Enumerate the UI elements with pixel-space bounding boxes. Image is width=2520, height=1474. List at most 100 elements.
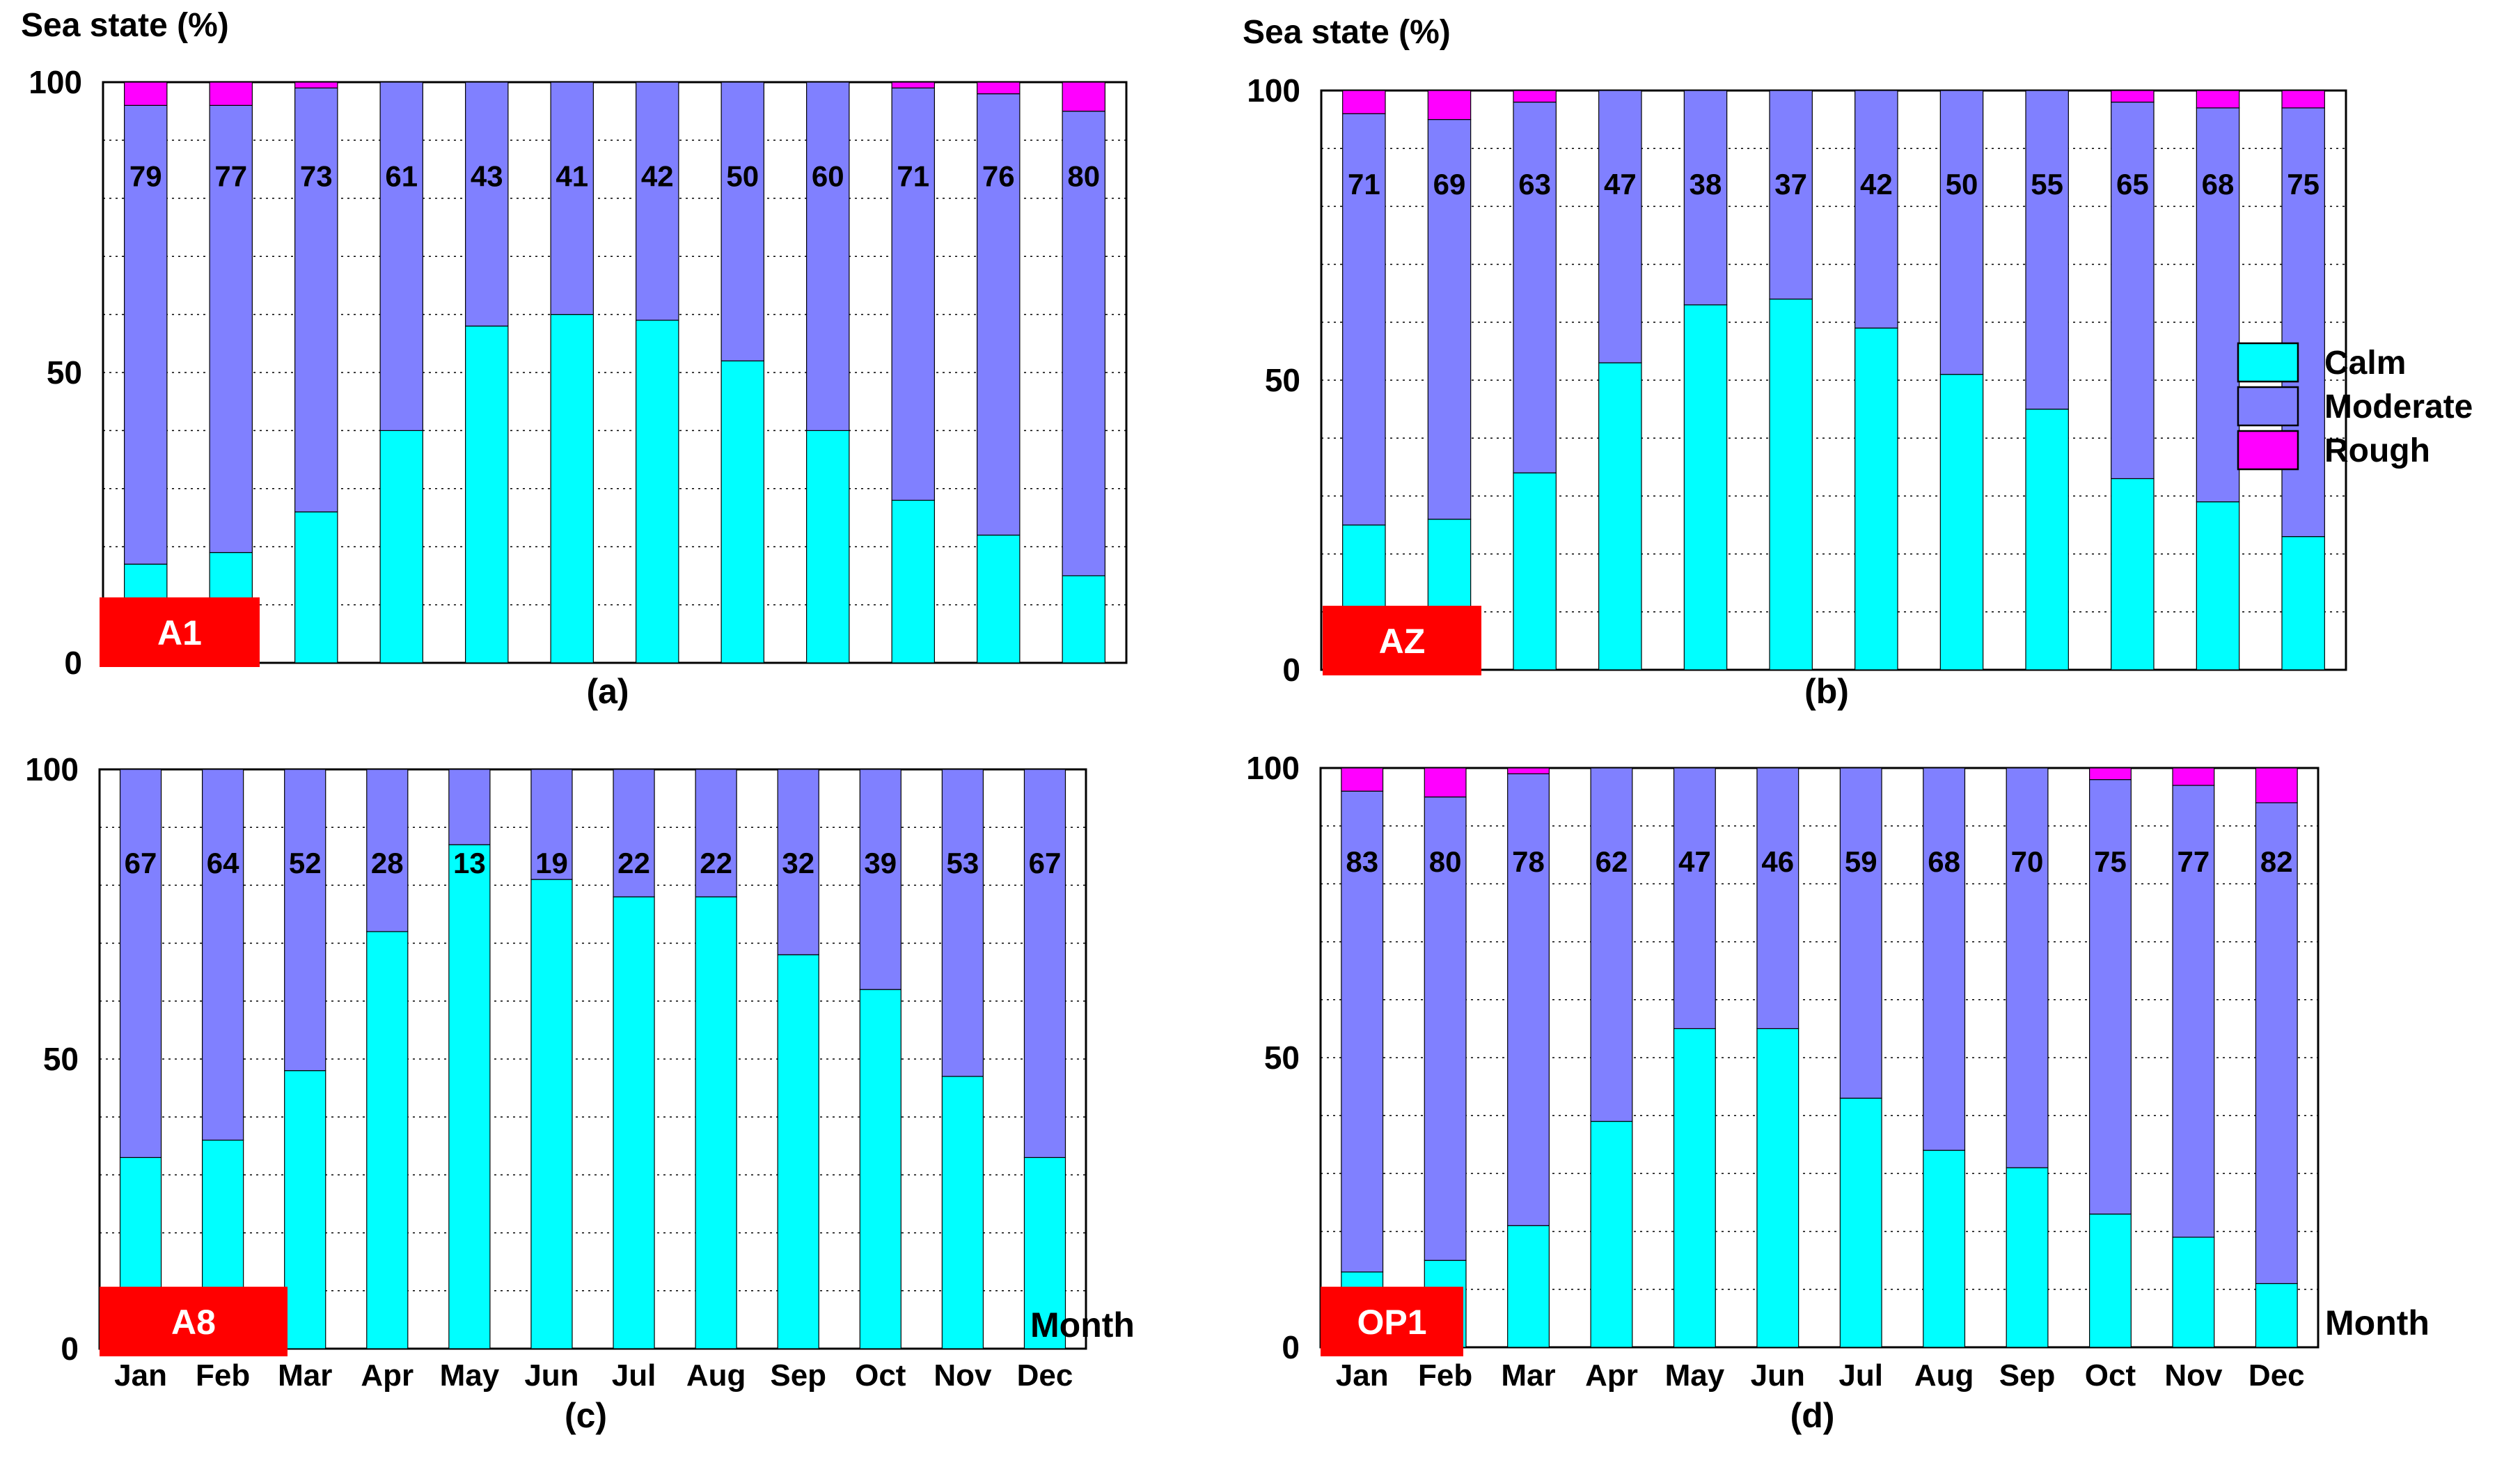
x-tick-label: Feb bbox=[1418, 1358, 1472, 1393]
moderate-value-label: 65 bbox=[2116, 168, 2149, 201]
moderate-value-label: 41 bbox=[556, 159, 588, 192]
moderate-value-label: 53 bbox=[947, 847, 979, 879]
bar-calm-oct bbox=[2111, 478, 2155, 671]
bar-calm-jul bbox=[1839, 1097, 1882, 1348]
moderate-value-label: 80 bbox=[1067, 159, 1100, 192]
bar-calm-aug bbox=[720, 360, 764, 664]
y-tick-label: 100 bbox=[29, 64, 82, 100]
bar-moderate-aug bbox=[720, 81, 764, 361]
bar-moderate-apr bbox=[1598, 90, 1642, 363]
chart-panel-a1: 0 50 100 Sea state (%) 79 77 73 61 43 41 42 50 60 71 7… bbox=[21, 7, 1128, 711]
bar-calm-apr bbox=[366, 931, 409, 1349]
y-tick-label: 50 bbox=[1265, 362, 1300, 398]
bar-rough-dec bbox=[2281, 90, 2325, 109]
bar-calm-aug bbox=[695, 896, 737, 1349]
station-label-box bbox=[100, 1287, 288, 1356]
bar-moderate-jul bbox=[613, 769, 655, 897]
moderate-value-label: 60 bbox=[812, 159, 844, 192]
moderate-value-label: 42 bbox=[1860, 168, 1893, 201]
bar-moderate-dec bbox=[1023, 769, 1066, 1159]
x-tick-label: Feb bbox=[196, 1358, 250, 1393]
bar-calm-may bbox=[1673, 1028, 1716, 1348]
bar-calm-jun bbox=[1769, 298, 1813, 671]
legend-swatch-rough bbox=[2237, 430, 2299, 471]
x-axis-title: Month bbox=[1030, 1306, 1135, 1344]
x-tick-label: Dec bbox=[2249, 1358, 2305, 1393]
x-tick-label: Oct bbox=[2085, 1358, 2136, 1393]
y-tick-label: 50 bbox=[1264, 1040, 1300, 1076]
moderate-value-label: 13 bbox=[453, 847, 486, 879]
moderate-value-label: 69 bbox=[1433, 168, 1466, 201]
bar-rough-jan bbox=[1341, 767, 1384, 792]
bar-calm-dec bbox=[1062, 575, 1105, 664]
bar-rough-jan bbox=[1342, 90, 1386, 114]
moderate-value-label: 32 bbox=[782, 847, 814, 879]
panel-caption: (a) bbox=[586, 672, 629, 711]
x-tick-label: May bbox=[1665, 1358, 1725, 1393]
legend: Calm Moderate Rough bbox=[2237, 342, 2473, 471]
moderate-value-label: 50 bbox=[1946, 168, 1978, 201]
moderate-value-label: 37 bbox=[1774, 168, 1807, 201]
bar-moderate-feb bbox=[202, 769, 244, 1141]
moderate-value-label: 83 bbox=[1346, 845, 1378, 878]
moderate-value-label: 77 bbox=[2178, 845, 2210, 878]
x-tick-label: Jun bbox=[1751, 1358, 1805, 1393]
bar-moderate-jan bbox=[1341, 790, 1384, 1273]
bar-moderate-aug bbox=[1923, 767, 1966, 1151]
bar-moderate-jul bbox=[636, 81, 679, 321]
x-tick-label: Apr bbox=[1585, 1358, 1638, 1393]
bar-rough-oct bbox=[891, 81, 935, 88]
bar-calm-nov bbox=[941, 1076, 984, 1349]
x-tick-label: Jul bbox=[612, 1358, 656, 1393]
bar-calm-aug bbox=[1939, 374, 1984, 671]
x-tick-label: Aug bbox=[686, 1358, 746, 1393]
bar-calm-apr bbox=[379, 430, 423, 664]
bar-rough-feb bbox=[209, 81, 253, 106]
moderate-value-label: 62 bbox=[1596, 845, 1628, 878]
bar-calm-apr bbox=[1590, 1120, 1633, 1348]
y-axis-title: Sea state (%) bbox=[1243, 14, 1451, 51]
chart-panels: 0 50 100 Sea state (%) 79 77 73 61 43 41 42 50 60 71 7… bbox=[21, 7, 2473, 1435]
x-tick-label: May bbox=[440, 1358, 500, 1393]
station-label-box bbox=[1323, 606, 1481, 675]
bar-calm-sep bbox=[2006, 1167, 2049, 1348]
x-tick-label: Mar bbox=[278, 1358, 332, 1393]
bar-calm-sep bbox=[777, 954, 819, 1349]
bar-moderate-aug bbox=[695, 769, 737, 897]
moderate-value-label: 39 bbox=[864, 847, 897, 879]
bar-calm-may bbox=[448, 844, 491, 1349]
bar-calm-may bbox=[1683, 304, 1728, 671]
bar-calm-mar bbox=[294, 511, 338, 664]
bar-calm-jun bbox=[530, 879, 573, 1349]
x-tick-label: Apr bbox=[361, 1358, 414, 1393]
moderate-value-label: 22 bbox=[617, 847, 650, 879]
x-tick-label: Jan bbox=[114, 1358, 167, 1393]
moderate-value-label: 47 bbox=[1604, 168, 1637, 201]
moderate-value-label: 73 bbox=[300, 159, 333, 192]
moderate-value-label: 59 bbox=[1845, 845, 1877, 878]
bar-moderate-nov bbox=[977, 93, 1021, 536]
bar-moderate-nov bbox=[941, 769, 984, 1077]
bar-moderate-may bbox=[448, 769, 491, 845]
bar-moderate-mar bbox=[1507, 773, 1550, 1226]
station-label-box bbox=[1321, 1287, 1463, 1356]
bar-moderate-oct bbox=[2111, 102, 2155, 480]
moderate-value-label: 52 bbox=[289, 847, 322, 879]
moderate-value-label: 71 bbox=[897, 159, 929, 192]
bar-rough-nov bbox=[977, 81, 1021, 95]
bar-moderate-may bbox=[465, 81, 509, 327]
bar-moderate-jun bbox=[1769, 90, 1813, 300]
station-label: OP1 bbox=[1357, 1303, 1426, 1342]
bar-moderate-aug bbox=[1939, 90, 1984, 375]
x-tick-label: Oct bbox=[855, 1358, 906, 1393]
y-tick-label: 100 bbox=[1247, 72, 1300, 109]
bar-moderate-feb bbox=[1427, 119, 1472, 520]
x-tick-label: Nov bbox=[934, 1358, 992, 1393]
moderate-value-label: 64 bbox=[207, 847, 239, 879]
bar-moderate-oct bbox=[891, 87, 935, 501]
station-label-box bbox=[100, 597, 260, 667]
bar-calm-nov bbox=[2172, 1237, 2215, 1348]
bar-calm-may bbox=[465, 325, 509, 664]
moderate-value-label: 82 bbox=[2260, 845, 2293, 878]
